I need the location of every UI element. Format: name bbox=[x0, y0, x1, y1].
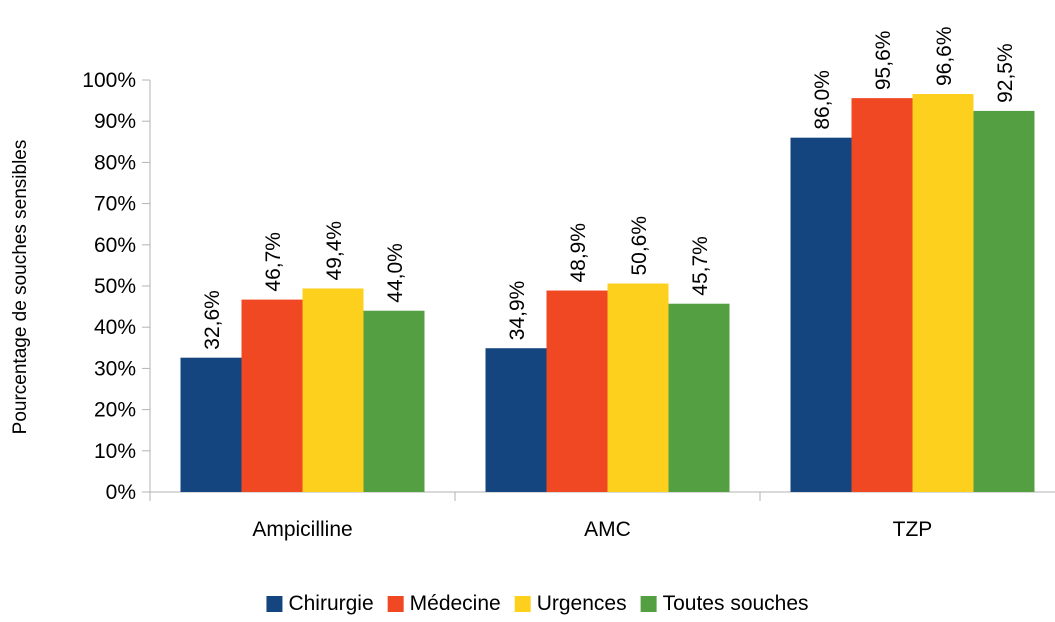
data-label: 34,9% bbox=[506, 281, 529, 341]
data-label: 32,6% bbox=[201, 290, 224, 350]
bar bbox=[363, 310, 425, 492]
bar bbox=[241, 299, 303, 492]
data-label: 49,4% bbox=[323, 221, 346, 281]
y-tick-label: 30% bbox=[94, 357, 136, 380]
bar bbox=[302, 288, 364, 492]
legend-swatch bbox=[640, 596, 657, 612]
plot-area: 0% 10% 20% 30% 40% 50% 60% 70% 80% 90% 100% Ampicil… bbox=[82, 26, 1055, 541]
x-tick-label: AMC bbox=[584, 518, 631, 541]
data-label: 86,0% bbox=[811, 70, 834, 130]
y-tick-label: 10% bbox=[94, 440, 136, 463]
y-tick-label: 100% bbox=[82, 69, 136, 92]
x-tick-label: Ampicilline bbox=[252, 518, 352, 541]
legend-label: Urgences bbox=[537, 592, 627, 615]
bar bbox=[485, 348, 547, 492]
data-label: 50,6% bbox=[628, 216, 651, 276]
legend-label: Toutes souches bbox=[663, 592, 809, 615]
legend-swatch bbox=[514, 596, 531, 612]
legend-label: Chirurgie bbox=[288, 592, 373, 615]
bar bbox=[851, 98, 913, 493]
y-tick-label: 80% bbox=[94, 151, 136, 174]
bar bbox=[180, 357, 242, 492]
y-axis-label: Pourcentage de souches sensibles bbox=[10, 140, 31, 435]
bar bbox=[973, 110, 1035, 493]
data-label: 92,5% bbox=[994, 43, 1017, 103]
bar bbox=[546, 290, 608, 492]
y-tick-label: 20% bbox=[94, 399, 136, 422]
bar bbox=[790, 137, 852, 492]
legend: Chirurgie Médecine Urgences Toutes souches bbox=[266, 592, 809, 615]
data-label: 44,0% bbox=[384, 243, 407, 303]
y-tick-label: 70% bbox=[94, 193, 136, 216]
legend-label: Médecine bbox=[410, 592, 501, 615]
data-label: 46,7% bbox=[262, 232, 285, 292]
legend-swatch bbox=[387, 596, 404, 612]
y-tick-label: 0% bbox=[106, 481, 136, 504]
data-label: 96,6% bbox=[933, 26, 956, 86]
y-tick-label: 40% bbox=[94, 316, 136, 339]
x-tick-label: TZP bbox=[893, 518, 933, 541]
data-label: 45,7% bbox=[689, 236, 712, 296]
bar bbox=[668, 303, 730, 492]
y-tick-label: 50% bbox=[94, 275, 136, 298]
legend-swatch bbox=[266, 596, 283, 612]
bar bbox=[607, 283, 669, 492]
data-label: 48,9% bbox=[567, 223, 590, 283]
bar bbox=[912, 94, 974, 493]
y-tick-label: 60% bbox=[94, 234, 136, 257]
y-tick-label: 90% bbox=[94, 110, 136, 133]
data-label: 95,6% bbox=[872, 31, 895, 91]
